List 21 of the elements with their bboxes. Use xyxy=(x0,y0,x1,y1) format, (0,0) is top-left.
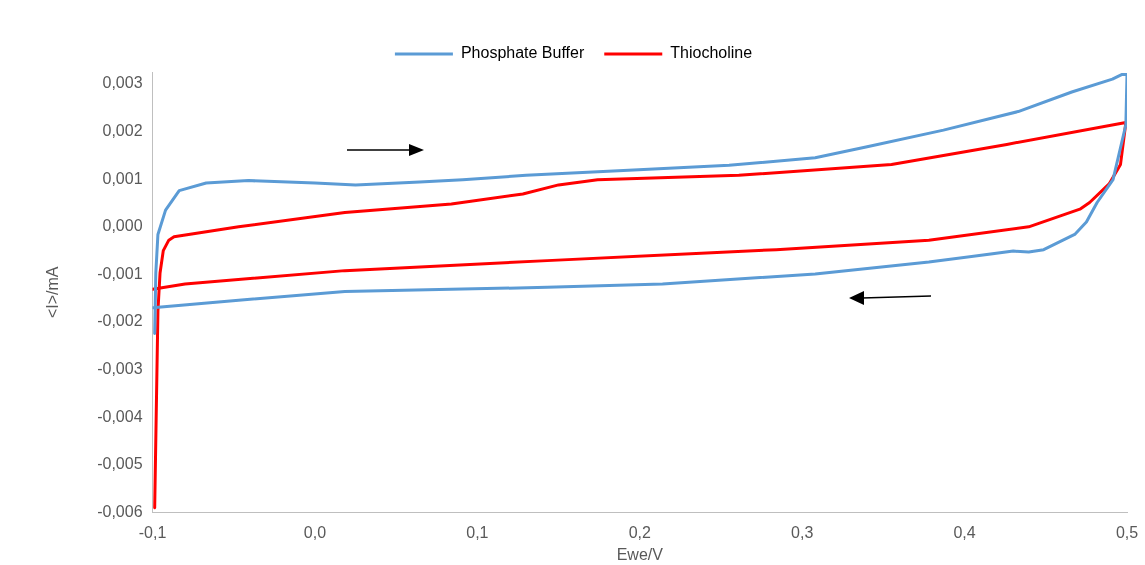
y-tick-label: 0,002 xyxy=(102,121,143,139)
y-tick-label: 0,000 xyxy=(102,217,143,235)
y-tick-label: -0,005 xyxy=(97,455,143,473)
x-tick-label: 0,5 xyxy=(1115,523,1139,541)
x-tick-label: -0,1 xyxy=(138,523,167,541)
y-tick-label: -0,003 xyxy=(97,360,143,378)
y-tick-label: -0,004 xyxy=(97,407,143,425)
legend-label: Phosphate Buffer xyxy=(460,44,585,62)
legend-label: Thiocholine xyxy=(670,44,753,62)
x-tick-label: 0,0 xyxy=(303,523,327,541)
y-tick-label: -0,001 xyxy=(97,264,143,282)
x-tick-label: 0,4 xyxy=(953,523,976,541)
x-tick-label: 0,1 xyxy=(466,523,489,541)
y-tick-label: -0,006 xyxy=(97,503,143,521)
x-tick-label: 0,2 xyxy=(628,523,651,541)
x-axis-title: Ewe/V xyxy=(616,545,664,563)
x-tick-label: 0,3 xyxy=(791,523,814,541)
y-axis-title: <I>/mA xyxy=(44,266,62,319)
y-tick-label: 0,001 xyxy=(102,169,143,187)
y-tick-label: 0,003 xyxy=(102,74,143,92)
y-tick-label: -0,002 xyxy=(97,312,143,330)
